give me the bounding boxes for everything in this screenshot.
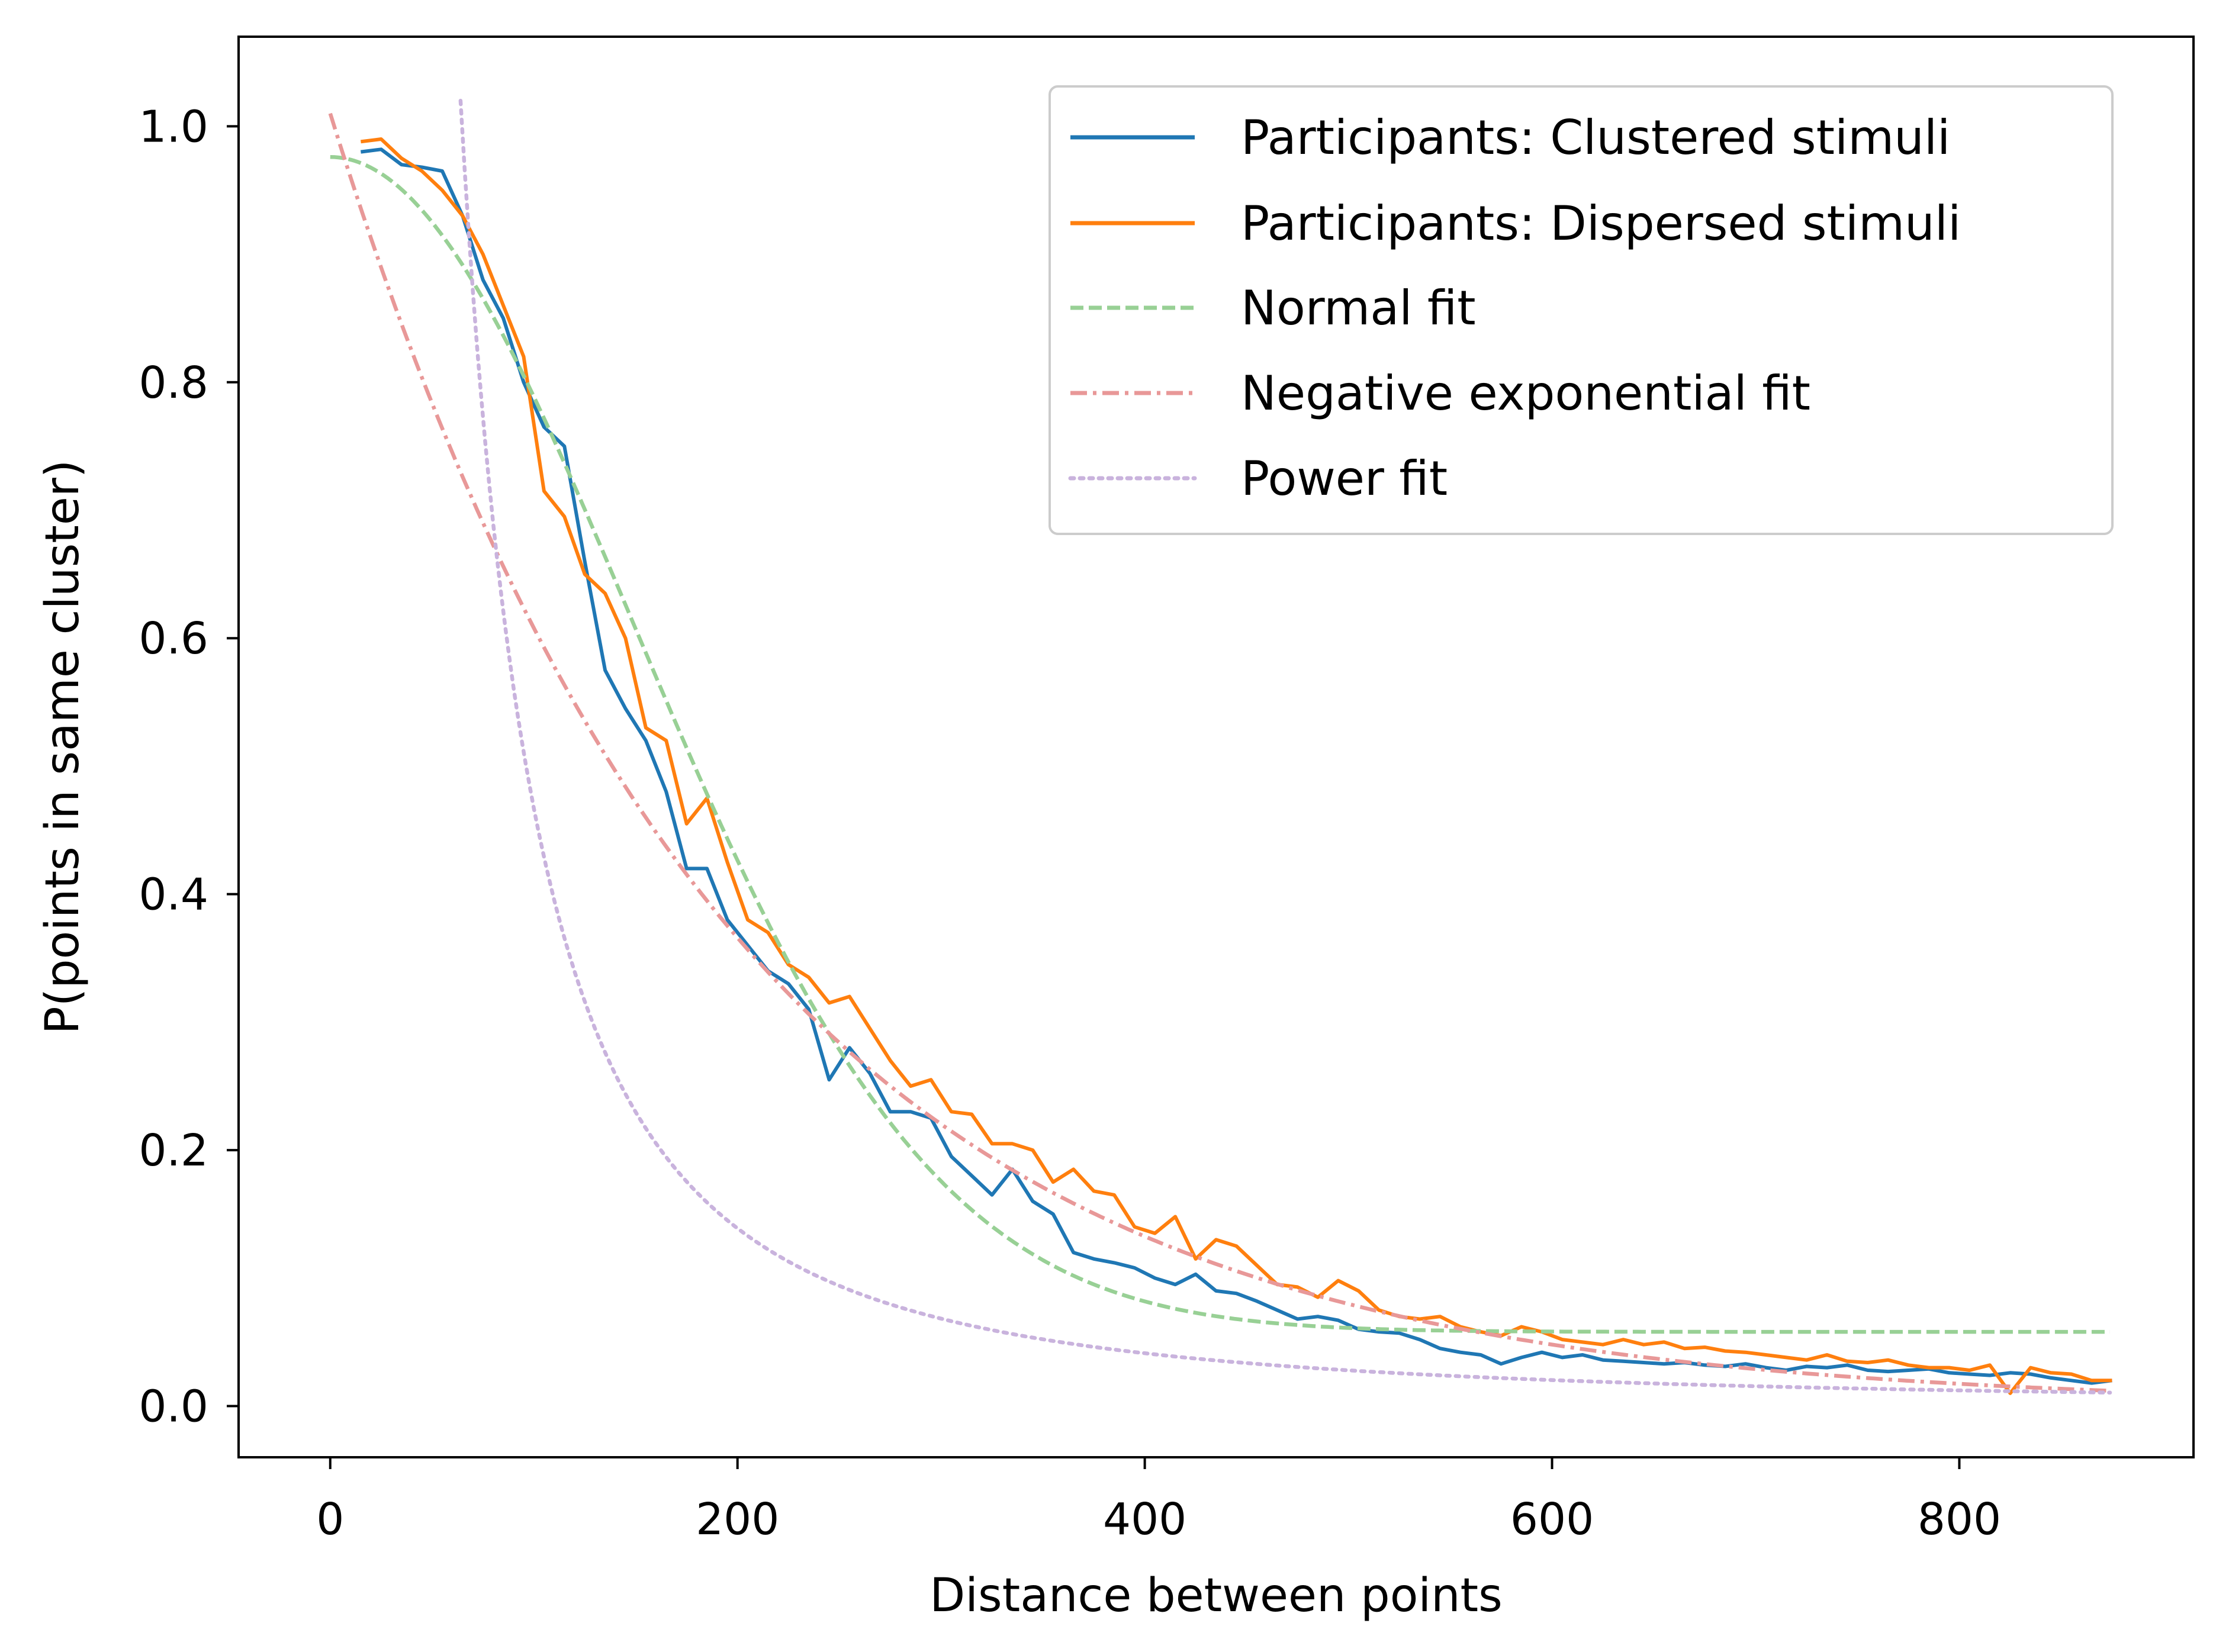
y-tick-label: 0.6 [139,613,208,664]
x-tick-label: 0 [316,1494,344,1545]
x-axis: 0 200 400 600 800 [316,1457,2001,1545]
series-line-4 [328,112,2111,1393]
series-line-1 [361,147,2112,1385]
series-line-3 [330,154,2110,1334]
plot-frame [237,36,2195,1458]
x-axis-label: Distance between points [930,1569,1503,1622]
y-tick-label: 0.0 [139,1382,208,1432]
x-tick-label: 800 [1918,1494,2001,1545]
legend: Participants: Clustered stimuli Participa… [1049,85,2114,535]
series-line-2 [361,137,2112,1395]
y-tick-label: 0.2 [139,1125,208,1176]
legend-label-2: Participants: Dispersed stimuli [1241,196,1961,251]
legend-label-1: Participants: Clustered stimuli [1241,110,1950,165]
y-tick-label: 1.0 [139,101,208,152]
legend-label-4: Negative exponential fit [1241,366,1810,421]
series-line-5 [458,98,2112,1395]
legend-box [1049,85,2114,535]
legend-label-5: Power fit [1241,451,1448,506]
legend-label-3: Normal fit [1241,281,1476,336]
y-axis: 0.0 0.2 0.4 0.6 0.8 1.0 [139,101,239,1432]
y-tick-label: 0.4 [139,870,208,920]
y-tick-label: 0.8 [139,358,208,408]
x-tick-label: 400 [1103,1494,1186,1545]
series-layer [328,98,2112,1395]
x-tick-label: 600 [1510,1494,1594,1545]
x-tick-label: 200 [696,1494,779,1545]
y-axis-label: P(points in same cluster) [36,460,89,1035]
